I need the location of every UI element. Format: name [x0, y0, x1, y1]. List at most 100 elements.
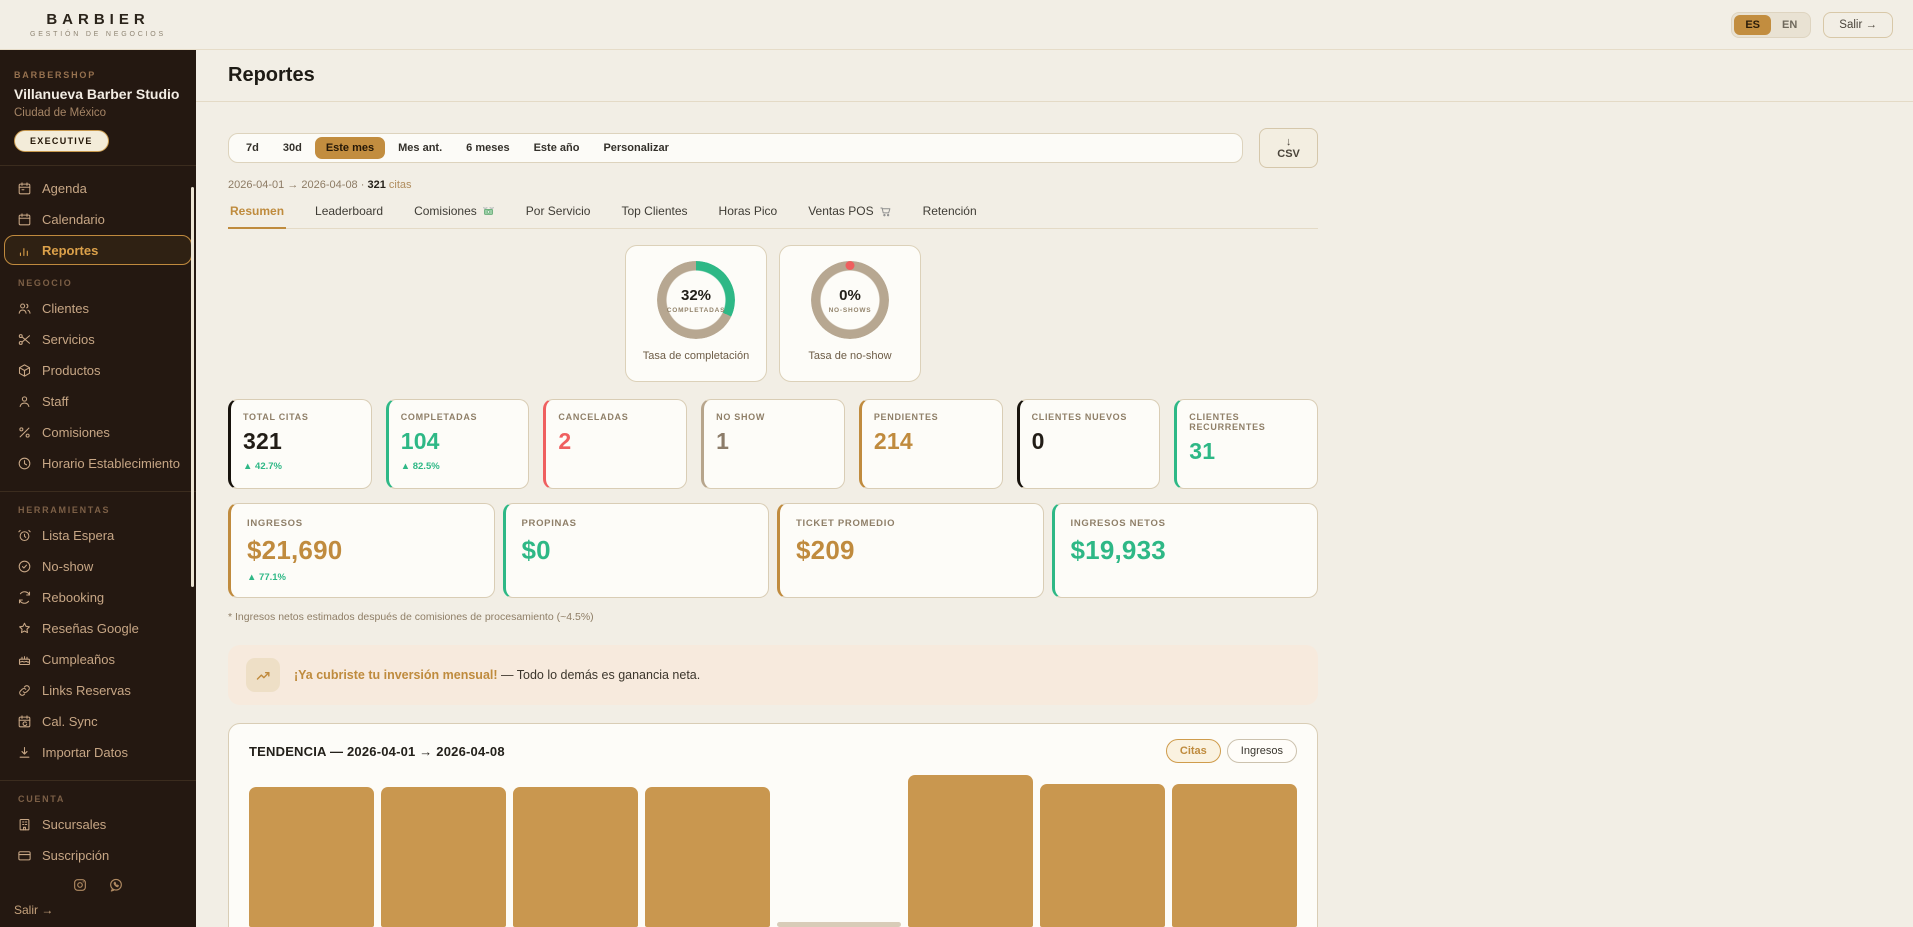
date-summary: 2026-04-01 → 2026-04-08 · 321 citas: [228, 179, 1318, 191]
tab-resumen[interactable]: Resumen: [228, 204, 287, 229]
sidebar-item-reportes[interactable]: Reportes: [4, 235, 192, 265]
sidebar-item-importar-datos[interactable]: Importar Datos: [4, 737, 192, 767]
range-button-30d[interactable]: 30d: [272, 137, 313, 159]
trend-toggle-citas[interactable]: Citas: [1165, 739, 1221, 763]
tab-retenci-n[interactable]: Retención: [921, 204, 979, 229]
stat-label: INGRESOS NETOS: [1070, 518, 1166, 529]
trend-bar[interactable]: [512, 787, 638, 927]
package-icon: [16, 362, 32, 378]
topbar: BARBIER GESTIÓN DE NEGOCIOS ES EN Salir …: [0, 0, 1913, 50]
tab-horas-pico[interactable]: Horas Pico: [717, 204, 780, 229]
tab-label: Por Servicio: [525, 204, 591, 218]
banner-rest: — Todo lo demás es ganancia neta.: [497, 668, 701, 682]
trend-bar[interactable]: [908, 775, 1034, 927]
range-button-7d[interactable]: 7d: [235, 137, 270, 159]
tab-label: Comisiones: [414, 204, 477, 218]
trend-bar[interactable]: [1172, 784, 1297, 927]
stat-value: 2: [558, 428, 572, 454]
sidebar-item-staff[interactable]: Staff: [4, 386, 192, 416]
sidebar-item-comisiones[interactable]: Comisiones: [4, 417, 192, 447]
tab-por-servicio[interactable]: Por Servicio: [524, 204, 593, 229]
donut-zero-dot: [845, 261, 855, 270]
logout-button[interactable]: Salir →: [1823, 11, 1893, 38]
tab-comisiones[interactable]: Comisiones: [412, 204, 497, 229]
range-button-personalizar[interactable]: Personalizar: [592, 137, 679, 159]
trend-bar[interactable]: [776, 922, 902, 927]
range-button-mes-ant[interactable]: Mes ant.: [387, 137, 453, 159]
stat-card-propinas: PROPINAS $0: [502, 503, 769, 598]
rate-donuts-row: 32% COMPLETADAS Tasa de completación 0% …: [228, 245, 1318, 382]
noshow-rate-label: NO-SHOWS: [828, 306, 872, 314]
agenda-calendar-icon: [16, 180, 32, 196]
stat-card-clientes-nuevos: CLIENTES NUEVOS 0: [1016, 399, 1161, 489]
sidebar-logout-link[interactable]: Salir →: [14, 903, 54, 917]
page-header: Reportes: [196, 50, 1913, 102]
noshow-rate-value: 0%: [839, 286, 861, 304]
trend-toggle-ingresos[interactable]: Ingresos: [1226, 739, 1297, 763]
trend-metric-toggles: Citas Ingresos: [1165, 739, 1297, 763]
users-icon: [16, 300, 32, 316]
stat-value: $209: [796, 535, 855, 565]
sidebar-item-cal-sync[interactable]: Cal. Sync: [4, 706, 192, 736]
sidebar-item-productos[interactable]: Productos: [4, 355, 192, 385]
tab-leaderboard[interactable]: Leaderboard: [313, 204, 385, 229]
completion-rate-label: COMPLETADAS: [666, 306, 726, 314]
stat-value: 31: [1189, 438, 1216, 464]
sidebar-item-rebooking[interactable]: Rebooking: [4, 582, 192, 612]
sidebar-item-label: Rebooking: [42, 589, 105, 605]
range-button-este-a-o[interactable]: Este año: [523, 137, 591, 159]
tab-top-clientes[interactable]: Top Clientes: [619, 204, 689, 229]
lang-en-button[interactable]: EN: [1771, 15, 1808, 35]
stat-value: $19,933: [1070, 535, 1166, 565]
sidebar-item-no-show[interactable]: No-show: [4, 551, 192, 581]
sidebar-item-sucursales[interactable]: Sucursales: [4, 809, 192, 839]
business-name: Villanueva Barber Studio: [14, 86, 180, 102]
clock-icon: [16, 455, 32, 471]
trend-up-icon: [246, 658, 280, 692]
stat-card-ingresos: INGRESOS $21,690 ▲ 77.1%: [228, 503, 495, 598]
sidebar-item-suscripci-n[interactable]: Suscripción: [4, 840, 192, 870]
cart-icon: [879, 205, 892, 218]
sidebar-item-calendario[interactable]: Calendario: [4, 204, 192, 234]
sidebar-item-links-reservas[interactable]: Links Reservas: [4, 675, 192, 705]
app-logo: BARBIER GESTIÓN DE NEGOCIOS: [0, 11, 196, 38]
trend-bar[interactable]: [249, 787, 374, 927]
net-revenue-footnote: * Ingresos netos estimados después de co…: [228, 611, 594, 623]
trend-bar[interactable]: [644, 787, 770, 927]
donut-ring: [657, 261, 735, 339]
range-button-6-meses[interactable]: 6 meses: [455, 137, 520, 159]
lang-es-button[interactable]: ES: [1734, 14, 1772, 35]
sidebar-item-agenda[interactable]: Agenda: [4, 173, 192, 203]
stat-label: CLIENTES NUEVOS: [1031, 412, 1128, 422]
logo-subtitle: GESTIÓN DE NEGOCIOS: [29, 31, 167, 38]
tab-ventas-pos[interactable]: Ventas POS: [806, 204, 893, 229]
star-icon: [16, 620, 32, 636]
sidebar-item-clientes[interactable]: Clientes: [4, 293, 192, 323]
trend-bar[interactable]: [380, 787, 506, 927]
sidebar-item-label: Clientes: [42, 300, 89, 316]
noshow-rate-card: 0% NO-SHOWS Tasa de no-show: [779, 245, 921, 382]
stat-card-total-citas: TOTAL CITAS 321 ▲ 42.7%: [228, 399, 372, 489]
noshow-rate-caption: Tasa de no-show: [808, 350, 892, 362]
trend-bar[interactable]: [1040, 784, 1166, 927]
investment-banner: ¡Ya cubriste tu inversión mensual! — Tod…: [228, 645, 1318, 705]
language-switch: ES EN: [1731, 11, 1812, 38]
instagram-icon[interactable]: [72, 877, 88, 893]
stat-value: 1: [716, 428, 730, 454]
bar-column-04-04: [644, 775, 770, 927]
stat-label: INGRESOS: [247, 518, 303, 529]
sidebar-scrollbar[interactable]: [191, 187, 194, 587]
sidebar-item-lista-espera[interactable]: Lista Espera: [4, 520, 192, 550]
stat-card-no-show: NO SHOW 1: [701, 399, 845, 489]
range-button-este-mes[interactable]: Este mes: [314, 137, 386, 159]
sidebar-item-label: No-show: [42, 558, 94, 574]
stat-label: PENDIENTES: [873, 412, 939, 422]
sidebar-item-horario-establecimiento[interactable]: Horario Establecimiento: [4, 448, 192, 478]
sidebar-item-cumplea-os[interactable]: Cumpleaños: [4, 644, 192, 674]
calendar-sync-icon: [16, 713, 32, 729]
whatsapp-icon[interactable]: [108, 877, 124, 893]
export-csv-button[interactable]: ↓ CSV: [1259, 128, 1318, 168]
sidebar-item-servicios[interactable]: Servicios: [4, 324, 192, 354]
sidebar-item-label: Cumpleaños: [42, 651, 115, 667]
sidebar-item-rese-as-google[interactable]: Reseñas Google: [4, 613, 192, 643]
